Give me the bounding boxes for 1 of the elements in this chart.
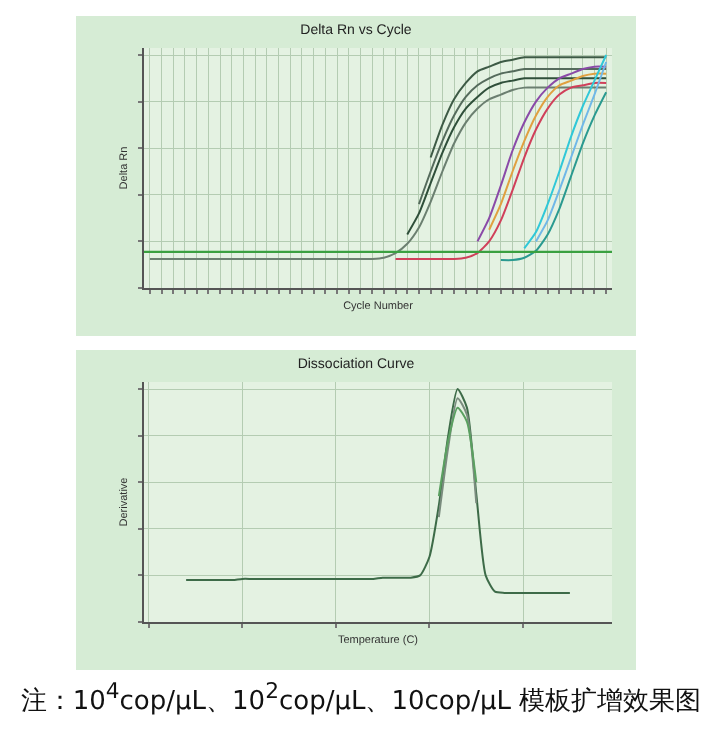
text: 注：10$^{4}$cop/μL、10$^{2}$cop/μL、10cop/μL 模板扩增效果图 xyxy=(18,678,704,719)
